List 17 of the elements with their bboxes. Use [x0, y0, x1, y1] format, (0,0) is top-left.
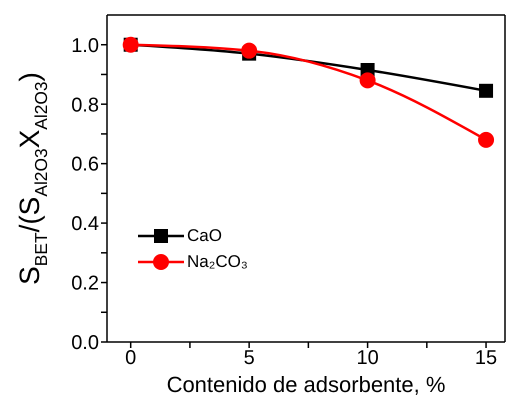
- y-tick-label: 0.6: [71, 154, 99, 176]
- point: [478, 132, 494, 148]
- legend-label: Na₂CO₃: [187, 252, 248, 272]
- point: [241, 42, 258, 59]
- legend-label: CaO: [187, 226, 222, 246]
- x-tick-label: 5: [244, 347, 255, 370]
- y-tick-label: 0.8: [71, 94, 99, 116]
- text: 1.0: [71, 34, 99, 57]
- x-tick-label: 10: [356, 347, 379, 370]
- y-tick-label: 0.2: [71, 272, 99, 295]
- y-tick-label: 0.4: [71, 213, 99, 236]
- x-tick-label: 15: [474, 347, 498, 370]
- point: [479, 84, 494, 98]
- x-tick-label: 0: [125, 347, 136, 370]
- point: [360, 72, 376, 88]
- x-axis-title: Contenido de adsorbente, %: [166, 372, 446, 397]
- text: 0.0: [71, 332, 99, 354]
